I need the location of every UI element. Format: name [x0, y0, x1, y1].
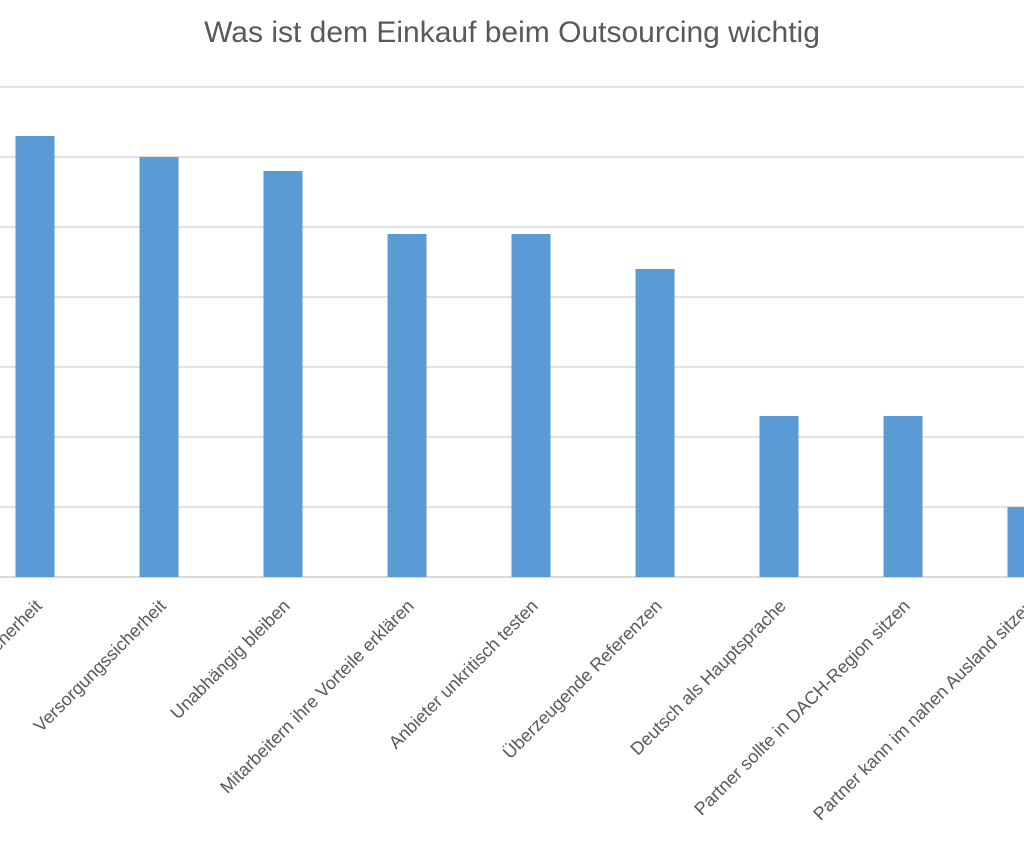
bar — [15, 136, 55, 577]
x-tick-label: Versorgungssicherheit — [30, 596, 170, 736]
x-tick-label: Mitarbeitern ihre Vorteile erklären — [216, 596, 418, 798]
bar — [635, 269, 675, 577]
bar — [387, 234, 427, 577]
chart-title: Was ist dem Einkauf beim Outsourcing wic… — [204, 16, 820, 49]
x-tick-label: Unabhängig bleiben — [166, 596, 293, 723]
bar — [883, 416, 923, 577]
bar — [263, 171, 303, 577]
x-tick-label: Partner kann im nahen Ausland sitzen — [809, 596, 1024, 825]
x-tick-label: Partner sollte in DACH-Region sitzen — [690, 596, 914, 820]
bar — [511, 234, 551, 577]
x-tick-label: Planungssicherheit — [0, 596, 46, 718]
bar — [759, 416, 799, 577]
bar — [139, 157, 179, 577]
bar — [1007, 507, 1024, 577]
